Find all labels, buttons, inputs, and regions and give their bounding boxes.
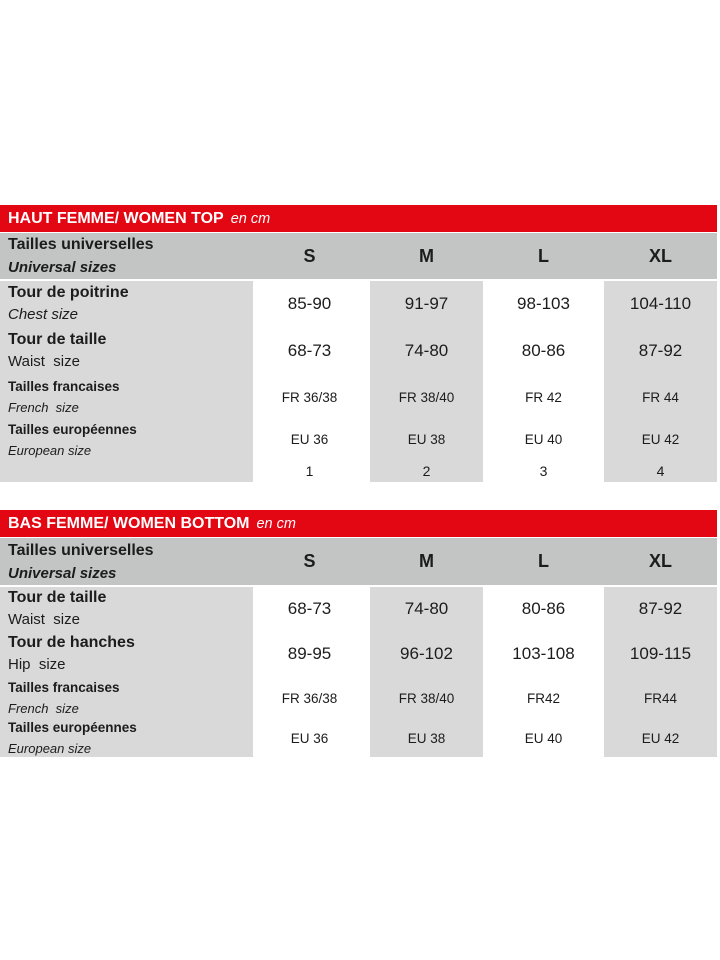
size-column-header-m: M <box>419 245 434 266</box>
table-title: HAUT FEMME/ WOMEN TOP <box>8 210 224 227</box>
universal-sizes-label: Tailles universelles Universal sizes <box>0 538 253 585</box>
value-cell-l: 3 <box>539 462 548 479</box>
label-fr: Tailles européennes <box>8 421 137 437</box>
row-label <box>0 459 253 482</box>
value-cell-xl: 87-92 <box>604 587 717 630</box>
size-column-header-s: S <box>303 245 316 266</box>
label-fr: Tailles francaises <box>8 680 120 695</box>
label-fr: Tour de taille <box>8 588 107 606</box>
women-top-title-bar: HAUT FEMME/ WOMEN TOP en cm <box>0 205 717 232</box>
label-fr: Tour de hanches <box>8 633 135 651</box>
label-en: European size <box>8 442 92 458</box>
row-label: Tailles européennes European size <box>0 719 253 757</box>
value-cell-xl: EU 42 <box>604 420 717 459</box>
value-cell-s: FR 36/38 <box>281 389 338 405</box>
hip-size-row: Tour de hanches Hip size 89-95 96-102 10… <box>0 630 717 677</box>
women-bottom-size-table: BAS FEMME/ WOMEN BOTTOM en cm Tailles un… <box>0 510 717 757</box>
value-cell-m: EU 38 <box>370 719 483 757</box>
women-top-table-body: Tour de poitrine Chest size 85-90 91-97 … <box>0 281 717 482</box>
value-cell-s: 85-90 <box>287 294 332 313</box>
waist-size-row: Tour de taille Waist size 68-73 74-80 80… <box>0 587 717 630</box>
row-label: Tailles francaises French size <box>0 374 253 420</box>
value-cell-m: FR 38/40 <box>370 374 483 420</box>
row-label: Tailles européennes European size <box>0 420 253 459</box>
universal-sizes-label: Tailles universelles Universal sizes <box>0 233 253 279</box>
value-cell-m: 2 <box>370 459 483 482</box>
label-en: Chest size <box>8 306 79 323</box>
label-en: Hip size <box>8 655 66 673</box>
value-cell-m: 96-102 <box>370 630 483 677</box>
label-en: Universal sizes <box>8 259 117 276</box>
numeric-size-row: 1 2 3 4 <box>0 459 717 482</box>
label-en: European size <box>8 741 92 756</box>
label-en: French size <box>8 701 79 716</box>
value-cell-l: FR 42 <box>525 389 562 405</box>
table-title: BAS FEMME/ WOMEN BOTTOM <box>8 515 250 532</box>
value-cell-s: EU 36 <box>290 730 329 746</box>
value-cell-s: 68-73 <box>287 598 332 618</box>
value-cell-xl: 109-115 <box>604 630 717 677</box>
label-fr: Tour de poitrine <box>8 284 129 301</box>
label-fr: Tailles européennes <box>8 720 137 735</box>
row-label: Tailles francaises French size <box>0 677 253 719</box>
size-column-header-l: L <box>538 245 549 266</box>
label-en: French size <box>8 400 79 415</box>
women-top-size-table: HAUT FEMME/ WOMEN TOP en cm Tailles univ… <box>0 205 717 482</box>
french-size-row: Tailles francaises French size FR 36/38 … <box>0 374 717 420</box>
size-column-header-l: L <box>538 551 549 571</box>
size-column-header-s: S <box>303 551 316 571</box>
value-cell-xl: 104-110 <box>604 281 717 327</box>
value-cell-m: 74-80 <box>370 587 483 630</box>
row-label: Tour de poitrine Chest size <box>0 281 253 327</box>
label-fr: Tailles universelles <box>8 236 154 253</box>
waist-size-row: Tour de taille Waist size 68-73 74-80 80… <box>0 327 717 374</box>
value-cell-l: FR42 <box>526 690 560 706</box>
women-bottom-title-bar: BAS FEMME/ WOMEN BOTTOM en cm <box>0 510 717 537</box>
value-cell-s: EU 36 <box>290 432 329 447</box>
size-header-row: Tailles universelles Universal sizes S M… <box>0 538 717 585</box>
value-cell-xl: EU 42 <box>604 719 717 757</box>
label-fr: Tour de taille <box>8 330 107 348</box>
row-label: Tour de hanches Hip size <box>0 630 253 677</box>
french-size-row: Tailles francaises French size FR 36/38 … <box>0 677 717 719</box>
label-en: Waist size <box>8 352 80 370</box>
value-cell-m: FR 38/40 <box>370 677 483 719</box>
label-en: Waist size <box>8 610 80 628</box>
label-fr: Tailles francaises <box>8 379 120 394</box>
table-unit-label: en cm <box>230 210 271 227</box>
size-header-row: Tailles universelles Universal sizes S M… <box>0 233 717 279</box>
european-size-row: Tailles européennes European size EU 36 … <box>0 420 717 459</box>
value-cell-l: 80-86 <box>521 340 566 360</box>
table-unit-label: en cm <box>256 515 296 532</box>
value-cell-l: EU 40 <box>524 730 563 746</box>
value-cell-s: 68-73 <box>287 340 332 360</box>
value-cell-xl: FR 44 <box>604 374 717 420</box>
chest-size-row: Tour de poitrine Chest size 85-90 91-97 … <box>0 281 717 327</box>
value-cell-m: 91-97 <box>370 281 483 327</box>
value-cell-xl: 4 <box>604 459 717 482</box>
value-cell-m: 74-80 <box>370 327 483 374</box>
european-size-row: Tailles européennes European size EU 36 … <box>0 719 717 757</box>
label-en: Universal sizes <box>8 564 117 582</box>
value-cell-s: 89-95 <box>287 643 332 663</box>
value-cell-xl: 87-92 <box>604 327 717 374</box>
size-column-header-xl: XL <box>648 245 672 266</box>
value-cell-l: EU 40 <box>524 432 563 447</box>
value-cell-s: FR 36/38 <box>281 690 338 706</box>
value-cell-l: 103-108 <box>512 643 575 663</box>
row-label: Tour de taille Waist size <box>0 327 253 374</box>
value-cell-xl: FR44 <box>604 677 717 719</box>
size-column-header-m: M <box>419 551 434 571</box>
value-cell-s: 1 <box>305 462 314 479</box>
value-cell-l: 80-86 <box>521 598 566 618</box>
label-fr: Tailles universelles <box>8 541 154 559</box>
women-bottom-table-body: Tour de taille Waist size 68-73 74-80 80… <box>0 587 717 757</box>
value-cell-l: 98-103 <box>517 294 570 313</box>
value-cell-m: EU 38 <box>370 420 483 459</box>
size-column-header-xl: XL <box>648 551 672 571</box>
row-label: Tour de taille Waist size <box>0 587 253 630</box>
